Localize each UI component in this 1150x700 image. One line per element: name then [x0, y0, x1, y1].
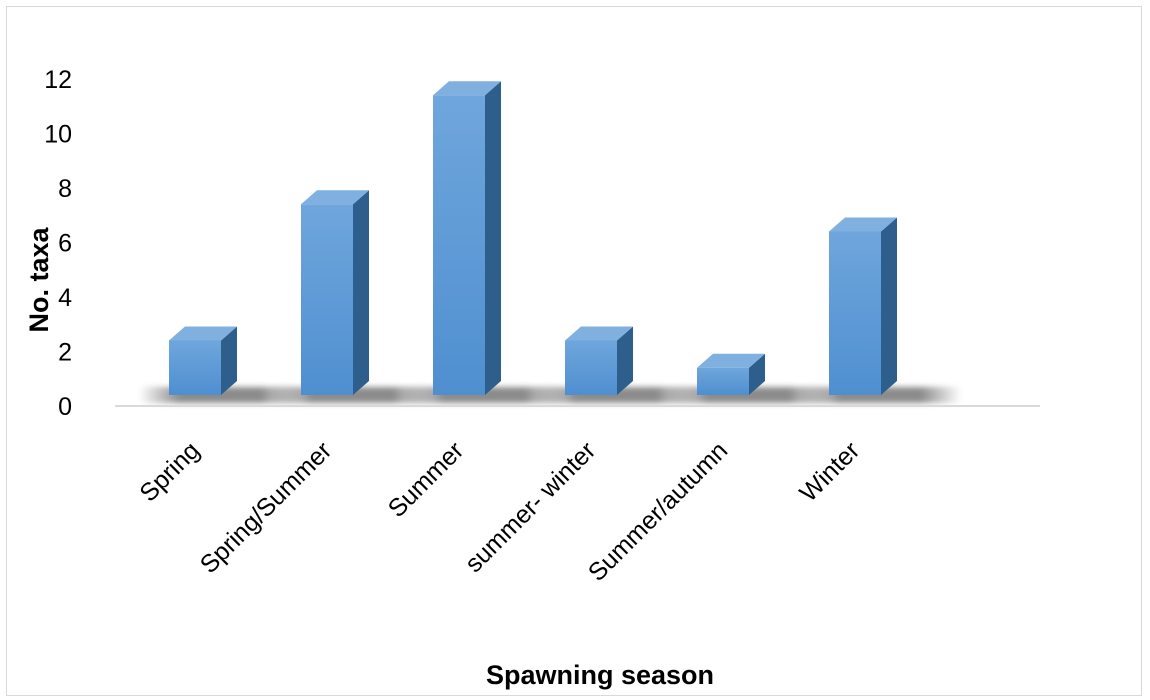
bar	[301, 190, 369, 395]
bar-front-face	[433, 95, 485, 395]
x-axis-title: Spawning season	[486, 660, 714, 690]
bar	[829, 217, 897, 395]
x-category-label: Spring/Summer	[195, 436, 338, 579]
y-tick-label: 4	[58, 284, 72, 312]
bar	[433, 81, 501, 395]
bar-top-face	[829, 217, 897, 232]
bar-front-face	[301, 204, 353, 395]
bar-top-face	[433, 81, 501, 96]
bar-top-face	[169, 326, 237, 341]
bar	[169, 326, 237, 395]
bar-front-face	[565, 340, 617, 395]
y-tick-label: 10	[44, 121, 72, 149]
bar-front-face	[829, 231, 881, 395]
bar-side-face	[881, 217, 897, 395]
x-category-label: Spring	[134, 436, 205, 507]
y-tick-label: 0	[58, 393, 72, 421]
y-tick-label: 12	[44, 66, 72, 94]
x-category-label: Summer	[383, 436, 470, 523]
x-category-label: Winter	[794, 436, 865, 507]
bar-top-face	[565, 326, 633, 341]
bar-side-face	[749, 353, 765, 395]
bar-front-face	[697, 367, 749, 395]
y-tick-label: 6	[58, 230, 72, 258]
bar-side-face	[353, 190, 369, 395]
bar-side-face	[485, 81, 501, 395]
bar-side-face	[617, 326, 633, 395]
bar-side-face	[221, 326, 237, 395]
bar-top-face	[697, 353, 765, 368]
bar	[565, 326, 633, 395]
y-tick-label: 2	[58, 339, 72, 367]
bar-front-face	[169, 340, 221, 395]
bar-top-face	[301, 190, 369, 205]
x-category-label: summer- winter	[460, 436, 602, 578]
y-axis-title: No. taxa	[24, 227, 54, 333]
bar	[697, 353, 765, 395]
y-tick-label: 8	[58, 175, 72, 203]
x-category-label: Summer/autumn	[583, 436, 733, 586]
